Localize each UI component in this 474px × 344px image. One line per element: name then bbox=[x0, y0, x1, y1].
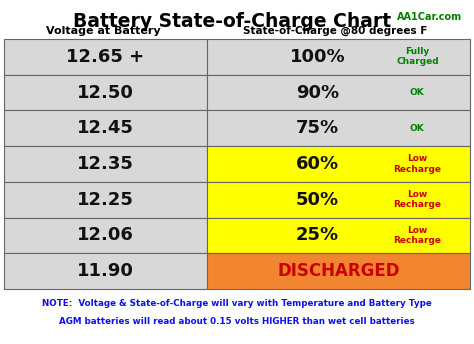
Text: AGM batteries will read about 0.15 volts HIGHER than wet cell batteries: AGM batteries will read about 0.15 volts… bbox=[59, 318, 415, 326]
Text: 25%: 25% bbox=[296, 226, 339, 245]
Text: 12.06: 12.06 bbox=[77, 226, 134, 245]
Text: State-of-Charge @80 degrees F: State-of-Charge @80 degrees F bbox=[243, 26, 427, 36]
Text: 11.90: 11.90 bbox=[77, 262, 134, 280]
Bar bbox=[4, 75, 207, 110]
Bar bbox=[207, 253, 470, 289]
Text: 12.35: 12.35 bbox=[77, 155, 134, 173]
Bar bbox=[4, 39, 207, 75]
Text: 100%: 100% bbox=[290, 48, 345, 66]
Text: 12.50: 12.50 bbox=[77, 84, 134, 101]
Bar bbox=[207, 110, 470, 146]
Text: NOTE:  Voltage & State-of-Charge will vary with Temperature and Battery Type: NOTE: Voltage & State-of-Charge will var… bbox=[42, 300, 432, 309]
Text: 75%: 75% bbox=[296, 119, 339, 137]
Text: 12.25: 12.25 bbox=[77, 191, 134, 209]
Bar bbox=[207, 75, 470, 110]
Bar bbox=[207, 39, 470, 75]
Text: 60%: 60% bbox=[296, 155, 339, 173]
Bar bbox=[4, 146, 207, 182]
Text: Low
Recharge: Low Recharge bbox=[393, 226, 441, 245]
Text: OK: OK bbox=[410, 124, 425, 133]
Bar bbox=[207, 217, 470, 253]
Text: AA1Car.com: AA1Car.com bbox=[397, 12, 463, 22]
Bar bbox=[4, 217, 207, 253]
Text: DISCHARGED: DISCHARGED bbox=[277, 262, 400, 280]
Text: Low
Recharge: Low Recharge bbox=[393, 154, 441, 173]
Text: Voltage at Battery: Voltage at Battery bbox=[46, 26, 160, 36]
Bar bbox=[4, 182, 207, 217]
Bar bbox=[4, 110, 207, 146]
Text: 90%: 90% bbox=[296, 84, 339, 101]
Text: 12.65 +: 12.65 + bbox=[66, 48, 145, 66]
Text: Low
Recharge: Low Recharge bbox=[393, 190, 441, 209]
Text: 12.45: 12.45 bbox=[77, 119, 134, 137]
Bar bbox=[207, 182, 470, 217]
Text: OK: OK bbox=[410, 88, 425, 97]
Text: 50%: 50% bbox=[296, 191, 339, 209]
Bar bbox=[4, 253, 207, 289]
Text: Battery State-of-Charge Chart: Battery State-of-Charge Chart bbox=[73, 12, 391, 31]
Bar bbox=[207, 146, 470, 182]
Text: Fully
Charged: Fully Charged bbox=[396, 47, 438, 66]
